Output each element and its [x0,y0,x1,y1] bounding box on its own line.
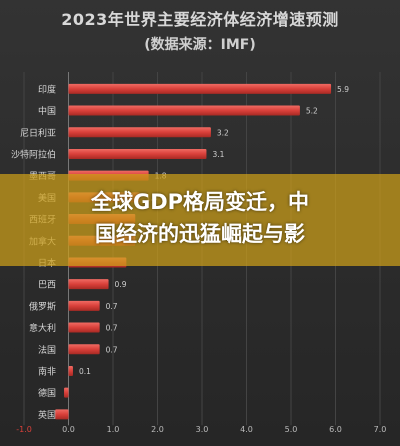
bar [68,127,211,138]
category-label: 俄罗斯 [29,300,56,312]
category-label: 沙特阿拉伯 [11,148,56,160]
article-headline: 全球GDP格局变迁，中 国经济的迅猛崛起与影 [0,186,400,250]
x-tick-label: 5.0 [285,425,298,434]
category-label: 印度 [38,83,56,95]
data-label: 0.7 [106,345,118,354]
category-label: 德国 [38,387,56,399]
data-label: 5.9 [337,85,349,94]
bar [68,279,109,290]
data-label: 3.2 [217,128,229,137]
headline-line-1: 全球GDP格局变迁，中 [90,190,310,214]
x-tick-label: 6.0 [329,425,342,434]
data-label: 3.1 [212,150,224,159]
category-label: 意大利 [29,322,56,334]
bar [68,322,100,333]
category-label: 南非 [38,365,56,377]
bar [68,300,100,311]
data-label: 0.9 [115,280,127,289]
bar [68,83,332,94]
bar [64,387,69,398]
data-label: 0.7 [106,302,118,311]
category-label: 巴西 [38,280,56,291]
category-label: 英国 [38,409,56,421]
category-label: 尼日利亚 [20,127,56,139]
bar [55,409,69,420]
bar [68,344,100,355]
x-tick-label: 0.0 [62,425,75,434]
data-label: 5.2 [306,107,318,116]
x-tick-label: 2.0 [151,425,164,434]
x-tick-label: 7.0 [374,425,387,434]
bar [68,105,300,116]
x-tick-label: -1.0 [16,425,32,434]
category-label: 中国 [38,105,56,117]
bar [68,365,73,376]
x-tick-label: 4.0 [240,425,253,434]
data-label: 0.1 [79,367,91,376]
data-label: 0.7 [106,324,118,333]
category-label: 法国 [38,344,56,356]
chart-title: 2023年世界主要经济体经济增速预测 [61,10,339,29]
headline-banner [0,174,400,266]
chart-subtitle: (数据来源：IMF) [144,37,256,53]
x-tick-label: 1.0 [107,425,120,434]
headline-line-2: 国经济的迅猛崛起与影 [95,222,305,246]
x-tick-label: 3.0 [196,425,209,434]
bar [68,148,207,159]
